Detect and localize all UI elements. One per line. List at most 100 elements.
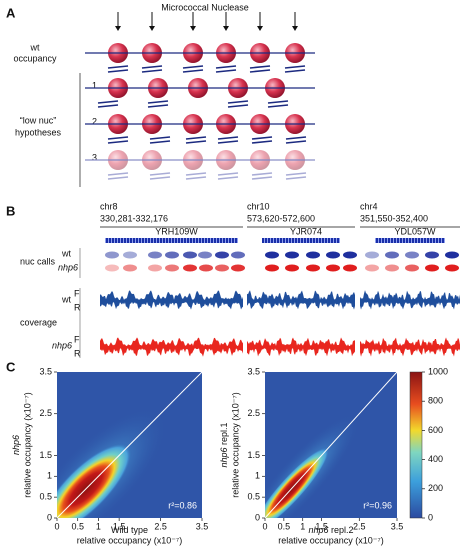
fragment [251, 176, 273, 180]
coverage-track [247, 347, 355, 357]
colorbar [409, 371, 423, 519]
colorbar-label: 600 [428, 425, 443, 435]
y-tick-label: 3.5 [247, 366, 260, 376]
coverage-track [360, 290, 460, 301]
fragment [107, 172, 129, 176]
nucleosome-call [326, 251, 340, 259]
x-tick-label: 1 [96, 521, 101, 531]
wt-label: wt [30, 42, 40, 52]
fragment [182, 69, 204, 73]
fragment [149, 136, 171, 140]
nhp6-label: nhp6 [52, 340, 72, 350]
nucleosome-call [105, 264, 119, 272]
fragment [185, 176, 207, 180]
coverage-track [100, 337, 243, 347]
arrow-head [190, 26, 196, 31]
chromosome-label: chr8 [100, 201, 118, 211]
heatmap [57, 372, 202, 518]
colorbar-label: 200 [428, 483, 443, 493]
fragment [185, 136, 207, 140]
fragment [147, 100, 169, 104]
x-axis-label: nhp6 repl.2 [308, 525, 353, 535]
nucleosome-call [231, 264, 245, 272]
gene-bar [105, 238, 238, 243]
nucleosome-call [365, 264, 379, 272]
fragment [107, 65, 129, 69]
hypotheses-label: “low nuc” [20, 115, 57, 125]
fragment [149, 176, 171, 180]
nucleosome-call [365, 251, 379, 259]
arrow-head [223, 26, 229, 31]
y-tick-label: 0.5 [39, 492, 52, 502]
wt-label: occupancy [13, 53, 57, 63]
strand-label: R [74, 348, 81, 358]
coverage-track [100, 347, 243, 357]
coverage-track [100, 301, 243, 310]
y-axis-label: nhp6 [11, 435, 21, 455]
chromosome-label: chr4 [360, 201, 378, 211]
nucleosome-call [343, 264, 357, 272]
fragment [284, 69, 306, 73]
x-tick-label: 0 [54, 521, 59, 531]
nuc-calls-label: nuc calls [20, 256, 56, 266]
gene-label: YDL057W [394, 226, 436, 236]
label-part: Wild type [111, 525, 148, 535]
y-tick-label: 0 [47, 512, 52, 522]
gene-label: YJR074 [290, 226, 322, 236]
nucleosome-call [123, 251, 137, 259]
row-label: 3 [92, 152, 97, 162]
range-label: 573,620-572,600 [247, 213, 315, 223]
nucleosome-call [306, 264, 320, 272]
fragment [185, 140, 207, 144]
nucleosome-call [265, 251, 279, 259]
arrow-head [149, 26, 155, 31]
hypotheses-label: hypotheses [15, 127, 62, 137]
nucleosome-call [148, 251, 162, 259]
fragment [147, 104, 169, 108]
y-tick-label: 2.5 [247, 408, 260, 418]
nucleosome-call [199, 264, 213, 272]
y-tick-label: 2.5 [39, 408, 52, 418]
row-label: 2 [92, 116, 97, 126]
nucleosome-call [198, 251, 212, 259]
fragment [149, 140, 171, 144]
y-tick-label: 1.5 [39, 450, 52, 460]
x-tick-label: 1 [300, 521, 305, 531]
r-squared: r²=0.96 [363, 500, 392, 510]
x-axis-unit: relative occupancy (x10⁻⁷) [77, 535, 183, 545]
fragment [97, 104, 119, 108]
fragment [285, 176, 307, 180]
colorbar-label: 800 [428, 396, 443, 406]
nucleosome-call [445, 264, 459, 272]
fragment [267, 100, 289, 104]
colorbar-label: 1000 [428, 366, 448, 376]
fragment [285, 136, 307, 140]
chromosome-label: chr10 [247, 201, 270, 211]
y-tick-label: 0 [255, 512, 260, 522]
label-part: nhp6 [219, 448, 229, 468]
coverage-track [100, 290, 243, 301]
nucleosome-call [326, 264, 340, 272]
colorbar-label: 400 [428, 454, 443, 464]
nucleosome-call [385, 251, 399, 259]
gene-bar [262, 238, 340, 243]
x-tick-label: 2.5 [154, 521, 167, 531]
fragment [185, 172, 207, 176]
nucleosome-call [425, 251, 439, 259]
nucleosome-call [165, 251, 179, 259]
x-tick-label: 1.5 [113, 521, 126, 531]
y-tick-label: 1 [255, 471, 260, 481]
label-part: repl.2 [331, 525, 354, 535]
label-part: repl.1 [219, 422, 229, 445]
panel-letter: A [6, 5, 16, 20]
fragment [215, 69, 237, 73]
y-axis-label: nhp6 repl.1 [219, 422, 229, 467]
fragment [217, 136, 239, 140]
nucleosome-call [183, 264, 197, 272]
nucleosome-call [425, 264, 439, 272]
nucleosome-call [231, 251, 245, 259]
x-tick-label: 3.5 [196, 521, 209, 531]
strand-label: R [74, 302, 81, 312]
coverage-label: coverage [20, 317, 57, 327]
fragment [217, 172, 239, 176]
